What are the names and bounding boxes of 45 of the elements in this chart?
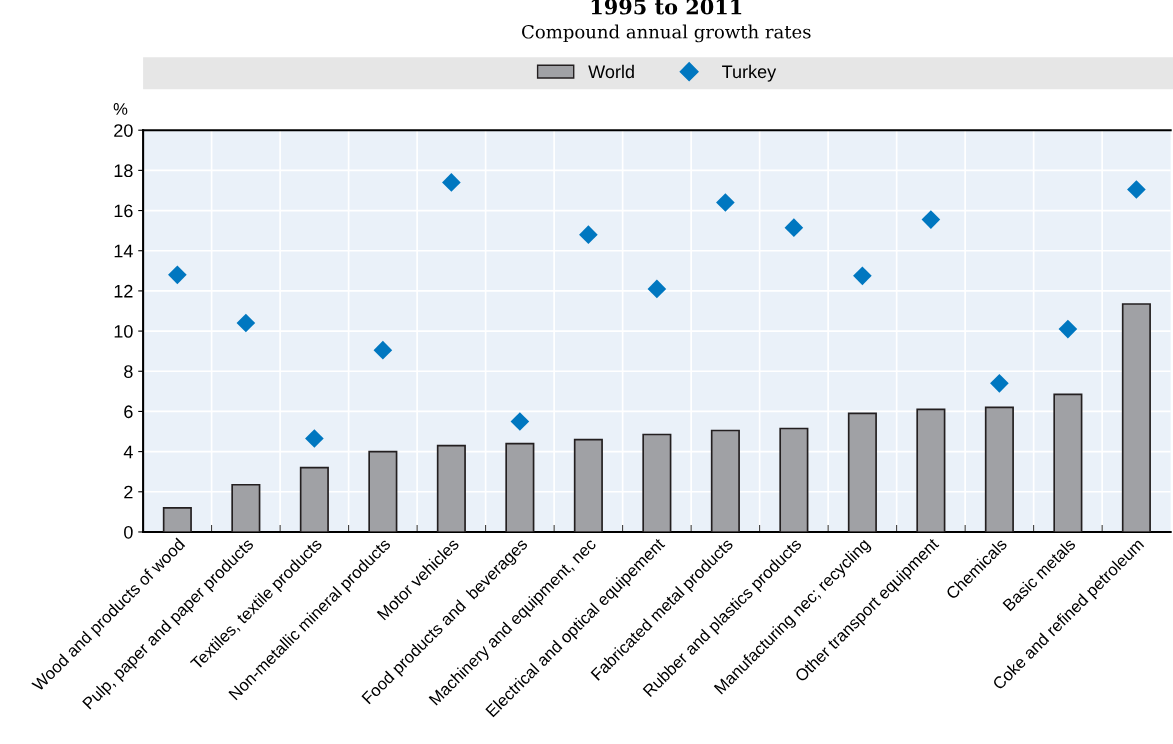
- bar: [847, 412, 877, 532]
- bar: [710, 429, 740, 532]
- point: [305, 429, 324, 448]
- point: [921, 210, 941, 229]
- point: [373, 340, 393, 360]
- bar: [299, 466, 329, 532]
- y-tick-label: 0: [124, 525, 133, 539]
- bar: [436, 444, 466, 532]
- bar: [916, 408, 946, 532]
- y-tick-label: 8: [124, 365, 133, 378]
- bar: [1121, 303, 1151, 532]
- chart-subtitle: Compound annual growth rates: [522, 24, 811, 43]
- y-tick-label: 12: [114, 284, 133, 298]
- y-tick-label: 4: [123, 445, 133, 459]
- bar: [162, 507, 192, 532]
- y-tick-label: 6: [124, 405, 133, 419]
- y-tick-label: 18: [114, 164, 133, 178]
- bar: [779, 427, 809, 532]
- bar: [231, 483, 261, 532]
- legend-label: World: [588, 64, 634, 79]
- point: [990, 373, 1009, 393]
- point: [510, 412, 530, 431]
- y-tick-label: 16: [114, 204, 133, 218]
- y-tick-label: 20: [114, 124, 133, 137]
- y-tick-label: 2: [124, 485, 133, 499]
- point: [236, 313, 256, 333]
- point: [168, 265, 187, 285]
- point: [579, 225, 598, 244]
- bar: [368, 450, 398, 532]
- point: [442, 173, 461, 192]
- legend-label: Turkey: [722, 64, 777, 82]
- point: [784, 218, 804, 237]
- y-axis-title: %: [113, 103, 128, 115]
- point: [1058, 319, 1078, 339]
- point: [853, 266, 872, 286]
- bar: [1053, 393, 1083, 532]
- bar: [573, 438, 603, 532]
- bar: [642, 433, 672, 532]
- bar: [984, 406, 1014, 532]
- point: [1127, 180, 1146, 199]
- point: [647, 279, 667, 299]
- y-tick-label: 10: [114, 325, 133, 338]
- bar: [505, 442, 535, 532]
- y-tick-label: 14: [114, 244, 133, 258]
- point: [716, 193, 735, 212]
